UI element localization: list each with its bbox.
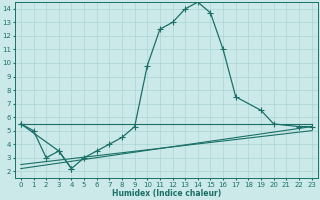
X-axis label: Humidex (Indice chaleur): Humidex (Indice chaleur) <box>112 189 221 198</box>
